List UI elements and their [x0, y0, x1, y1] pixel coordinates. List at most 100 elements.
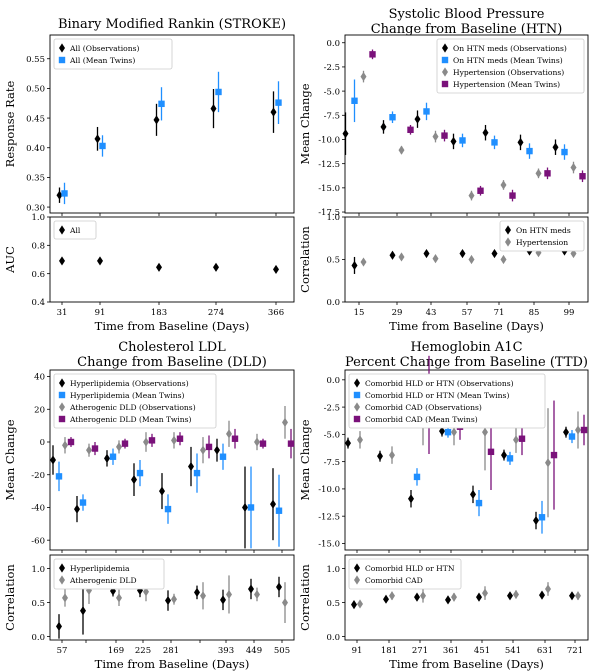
legend-box [499, 220, 585, 252]
data-point [360, 71, 367, 82]
data-point [389, 450, 395, 460]
data-point [389, 591, 395, 601]
legend: Hyperlipidemia (Observations) Hyperlipide… [53, 373, 217, 429]
panel-title: Change from Baseline (HTN) [371, 22, 563, 37]
x-tick-label: 31 [57, 308, 68, 318]
series-on-htn-meds-observations- [342, 110, 559, 155]
y-tick-label: -12.5 [318, 160, 340, 170]
y-tick-label: 0.4 [31, 298, 45, 308]
legend-marker [442, 43, 448, 53]
legend-marker [59, 378, 65, 388]
panel-title: Binary Modified Rankin (STROKE) [58, 17, 286, 32]
data-point [470, 489, 476, 499]
legend-marker [59, 402, 65, 412]
y-tick-label: -15.0 [318, 184, 340, 194]
y-tick-label: 0.50 [26, 85, 45, 95]
data-point [575, 591, 581, 601]
y-tick-label: -2.5 [324, 403, 340, 413]
x-axis-label: Time from Baseline (Days) [389, 657, 544, 671]
data-point [59, 256, 65, 266]
y-tick-label: -60 [31, 536, 45, 546]
legend-label: Atherogenic DLD [69, 576, 137, 585]
axes-frame [49, 34, 295, 214]
x-tick-label: 274 [208, 308, 224, 318]
data-point [136, 469, 144, 477]
data-point [56, 190, 63, 200]
series-comorbid-hld-or-htn-observations- [345, 425, 569, 530]
y-tick-label: 0 [40, 438, 45, 448]
panel-title: Hemoglobin A1C [410, 340, 522, 355]
x-tick-label: 449 [246, 646, 262, 656]
data-point [226, 589, 232, 600]
legend-marker [353, 391, 361, 399]
data-point [270, 107, 277, 117]
data-point [62, 593, 68, 603]
y-tick-label: 0.30 [26, 203, 45, 213]
x-tick-label: 57 [57, 646, 68, 656]
data-point [55, 473, 63, 480]
data-point [282, 598, 288, 608]
data-point [450, 136, 457, 147]
data-point [506, 455, 514, 462]
data-point [518, 435, 526, 442]
legend-marker [59, 575, 65, 585]
x-tick-label: 71 [494, 308, 505, 318]
data-point [580, 426, 588, 434]
x-tick-label: 366 [268, 308, 284, 318]
data-point [563, 427, 569, 437]
legend-marker [354, 563, 360, 573]
legend-label: Hypertension (Mean Twins) [453, 80, 560, 89]
y-tick-label: 0.0 [326, 39, 340, 49]
data-point [205, 443, 213, 451]
legend-label: Hyperlipidemia [70, 564, 130, 573]
data-point [171, 594, 177, 604]
y-axis-label: Response Rate [3, 80, 17, 167]
data-point [116, 593, 122, 603]
data-point [579, 173, 586, 180]
y-tick-label: 1.0 [31, 213, 45, 223]
legend-box [53, 558, 165, 590]
data-point [56, 621, 62, 631]
series-all-observations- [56, 88, 277, 203]
y-tick-label: 0.0 [326, 298, 340, 308]
data-point [270, 499, 276, 509]
legend-label: Atherogenic DLD (Mean Twins) [69, 415, 192, 424]
y-tick-label: -40 [31, 504, 45, 514]
data-point [509, 192, 516, 199]
legend-marker [59, 43, 65, 53]
panel-title: Change from Baseline (DLD) [77, 355, 267, 370]
data-point [444, 428, 452, 436]
data-point [459, 137, 466, 144]
y-tick-label: -5.0 [324, 431, 340, 441]
y-tick-label: -2.5 [324, 63, 340, 73]
data-point [414, 114, 421, 124]
main-axes: 0.0 -2.5 -5.0 -7.5 -10.0 -12.5 -15.0 Mean Chang… [298, 355, 589, 553]
series-hypertension-mean-twins- [369, 49, 586, 202]
legend-label: Comorbid HLD or HTN (Observations) [365, 379, 514, 388]
data-point [432, 131, 439, 142]
x-tick-label: 169 [108, 646, 124, 656]
y-tick-label: 0.8 [31, 242, 45, 252]
x-tick-label: 393 [218, 646, 234, 656]
legend-box [53, 38, 173, 70]
x-tick-label: 451 [474, 646, 490, 656]
data-point [109, 453, 117, 460]
legend-marker [58, 56, 66, 64]
legend-marker [354, 575, 360, 585]
data-point [533, 515, 539, 526]
y-tick-label: 1.0 [31, 565, 45, 575]
data-point [491, 139, 498, 146]
data-point [62, 440, 68, 450]
data-point [468, 254, 475, 265]
data-point [276, 582, 282, 592]
legend-box [53, 220, 97, 240]
legend: Comorbid HLD or HTN (Observations) Comorb… [348, 373, 546, 429]
y-tick-label: 0.0 [31, 633, 45, 643]
y-tick-label: -7.5 [324, 458, 340, 468]
data-point [545, 584, 551, 594]
data-point [407, 126, 414, 134]
y-tick-label: 0.5 [31, 599, 45, 609]
data-point [156, 262, 162, 272]
data-point [526, 147, 533, 155]
x-tick-label: 91 [352, 646, 363, 656]
